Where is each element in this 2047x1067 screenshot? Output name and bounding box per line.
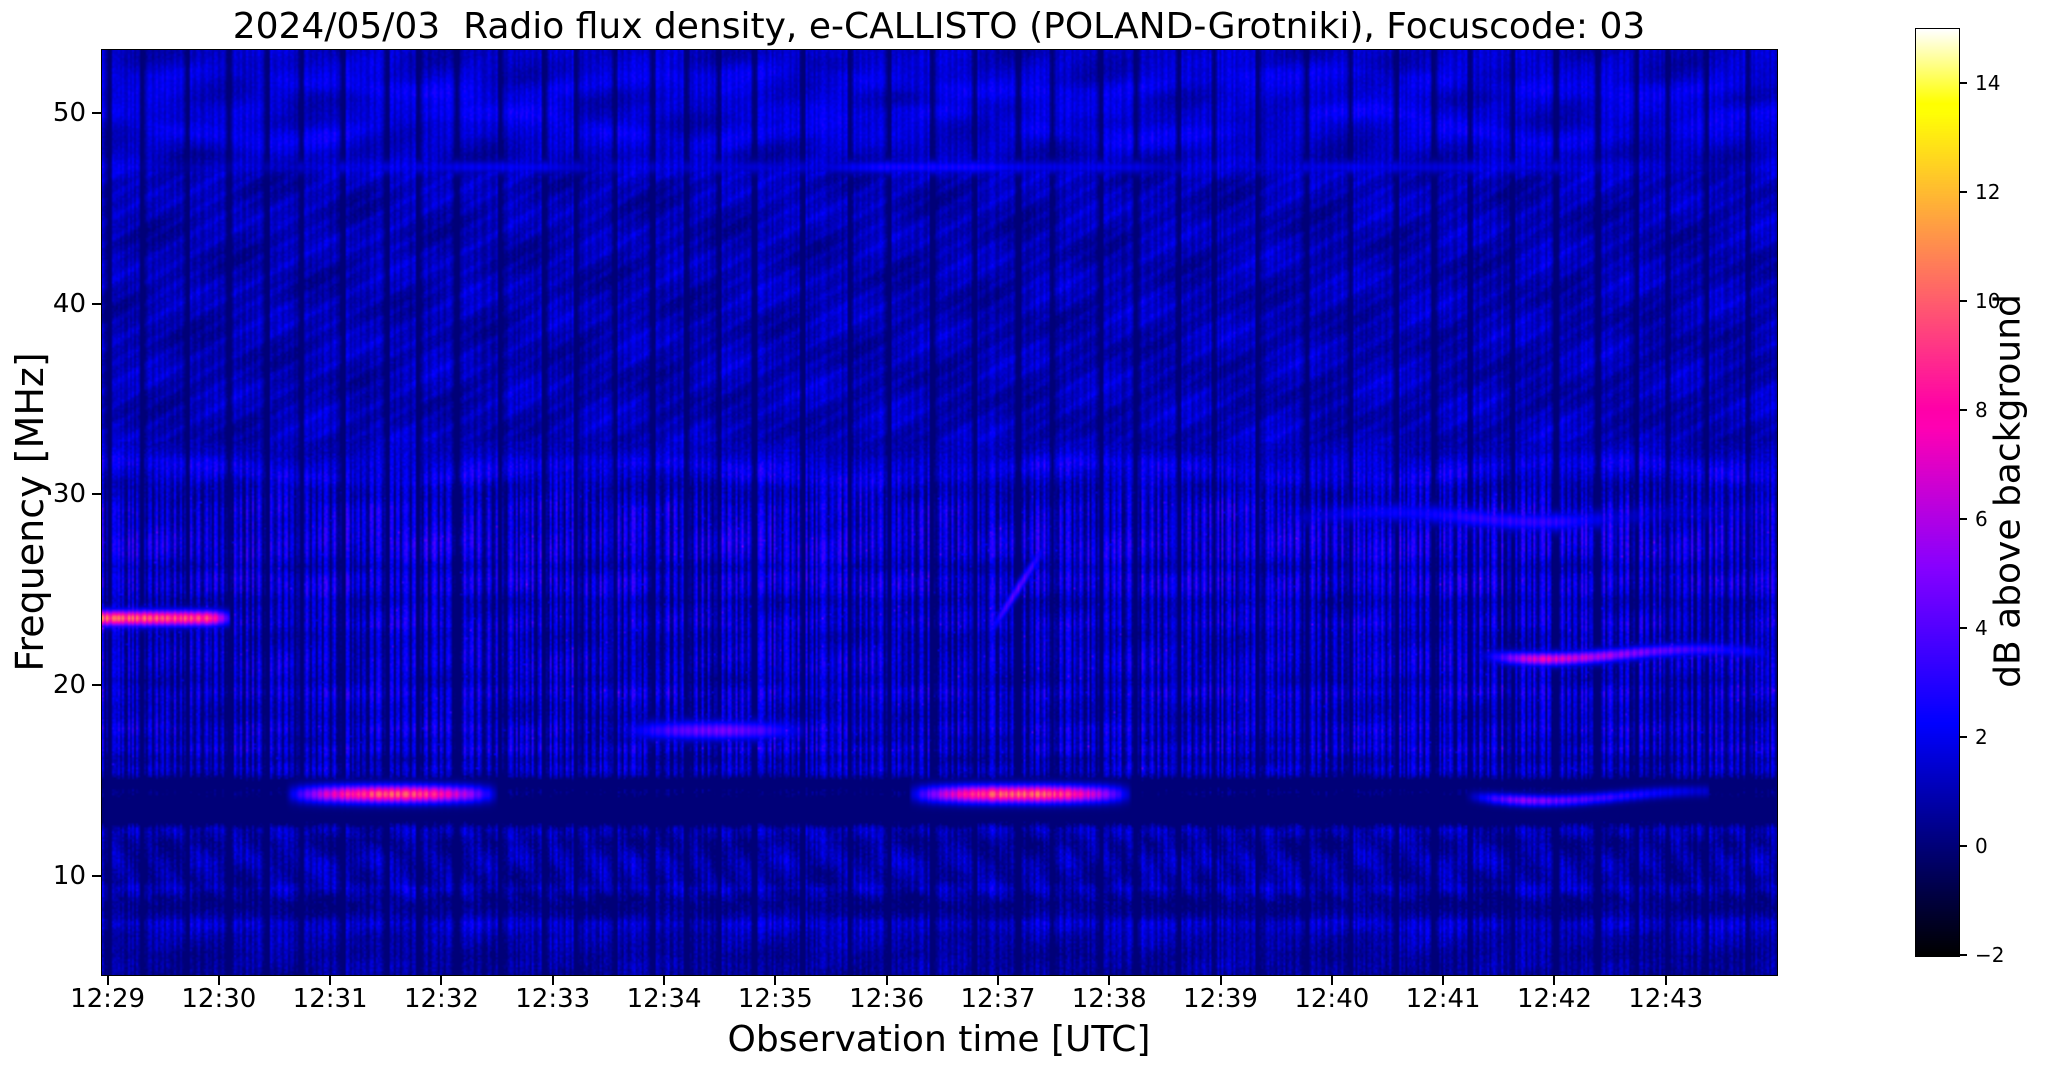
x-tick-label: 12:34 [626, 984, 702, 1014]
colorbar-tick-label: 14 [1975, 70, 2001, 95]
x-tick-label: 12:30 [181, 984, 257, 1014]
colorbar-tick-label: 8 [1975, 397, 1988, 422]
colorbar-tick-label: −2 [1975, 943, 2005, 967]
y-tick-label: 40 [52, 288, 86, 319]
colorbar-tick-label: 4 [1975, 615, 1988, 640]
colorbar-tick-mark [1959, 299, 1967, 302]
plot-area [101, 49, 1778, 976]
y-tick-label: 30 [52, 479, 86, 510]
y-axis-label: Frequency [MHz] [8, 352, 52, 672]
x-tick-mark [551, 976, 554, 985]
x-tick-mark [329, 976, 332, 985]
x-tick-label: 12:36 [849, 984, 925, 1014]
colorbar-gradient [1916, 29, 1959, 956]
y-tick-mark [92, 302, 101, 305]
x-tick-mark [440, 976, 443, 985]
x-tick-label: 12:31 [292, 984, 368, 1014]
y-tick-mark [92, 684, 101, 687]
y-tick-mark [92, 874, 101, 877]
x-tick-mark [1664, 976, 1667, 985]
y-tick-label: 10 [52, 860, 86, 891]
x-tick-label: 12:43 [1628, 984, 1704, 1014]
colorbar-tick-mark [1959, 408, 1967, 411]
colorbar-tick-label: 12 [1975, 179, 2001, 204]
x-tick-label: 12:35 [737, 984, 813, 1014]
colorbar-tick-mark [1959, 954, 1967, 956]
x-tick-mark [663, 976, 666, 985]
x-tick-mark [217, 976, 220, 985]
colorbar-tick-label: 6 [1975, 506, 1988, 531]
x-tick-label: 12:42 [1516, 984, 1592, 1014]
x-tick-label: 12:41 [1405, 984, 1481, 1014]
x-tick-mark [1219, 976, 1222, 985]
x-tick-mark [1553, 976, 1556, 985]
x-tick-mark [1108, 976, 1111, 985]
chart-title: 2024/05/03 Radio flux density, e-CALLIST… [232, 6, 1646, 47]
colorbar-tick-mark [1959, 735, 1967, 738]
x-tick-mark [996, 976, 999, 985]
x-tick-label: 12:37 [960, 984, 1036, 1014]
colorbar-label: dB above background [1987, 294, 2029, 688]
x-tick-label: 12:29 [70, 984, 146, 1014]
colorbar-tick-mark [1959, 81, 1967, 84]
y-tick-label: 50 [52, 97, 86, 128]
x-tick-label: 12:33 [515, 984, 591, 1014]
x-tick-label: 12:32 [403, 984, 479, 1014]
x-tick-mark [774, 976, 777, 985]
y-tick-label: 20 [52, 670, 86, 701]
colorbar-tick-mark [1959, 517, 1967, 520]
x-tick-mark [106, 976, 109, 985]
colorbar-tick-label: 0 [1975, 833, 1988, 858]
colorbar-tick-label: 2 [1975, 724, 1988, 749]
colorbar-tick-mark [1959, 190, 1967, 193]
x-tick-mark [885, 976, 888, 985]
colorbar-tick-label: 10 [1975, 288, 2001, 313]
colorbar [1915, 28, 1960, 957]
x-tick-mark [1330, 976, 1333, 985]
y-tick-mark [92, 493, 101, 496]
colorbar-tick-mark [1959, 626, 1967, 629]
x-tick-label: 12:40 [1294, 984, 1370, 1014]
x-tick-label: 12:38 [1071, 984, 1147, 1014]
y-tick-mark [92, 111, 101, 114]
x-tick-mark [1442, 976, 1445, 985]
spectrogram-canvas [102, 50, 1777, 975]
x-axis-label: Observation time [UTC] [727, 1019, 1151, 1060]
x-tick-label: 12:39 [1183, 984, 1258, 1014]
colorbar-tick-mark [1959, 844, 1967, 847]
